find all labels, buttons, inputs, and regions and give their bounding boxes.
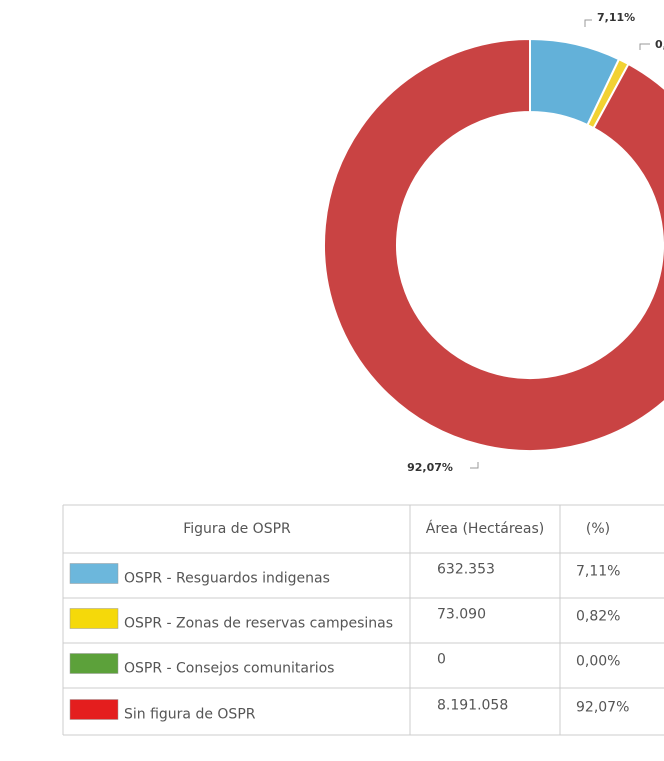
leader-line xyxy=(584,19,592,27)
row-pct: 7,11% xyxy=(576,564,620,580)
row-pct: 92,07% xyxy=(576,700,629,716)
row-pct: 0,00% xyxy=(576,654,620,670)
leader-line xyxy=(470,462,479,469)
header-cell: Figura de OSPR xyxy=(183,521,291,537)
row-pct: 0,82% xyxy=(576,609,620,625)
legend-swatch xyxy=(69,608,119,629)
row-name: OSPR - Consejos comunitarios xyxy=(124,661,334,677)
legend-swatch xyxy=(69,563,119,584)
data-label: 0,82% xyxy=(655,38,664,51)
donut-slice xyxy=(323,37,664,452)
data-label: 7,11% xyxy=(597,11,635,24)
row-area: 632.353 xyxy=(437,562,495,578)
data-label: 92,07% xyxy=(407,461,453,474)
row-name: Sin figura de OSPR xyxy=(124,707,256,723)
row-area: 73.090 xyxy=(437,607,486,623)
table: Figura de OSPR Área (Hectáreas) (%) OSPR - … xyxy=(62,504,664,736)
legend-swatch xyxy=(69,653,119,674)
row-name: OSPR - Resguardos indigenas xyxy=(124,571,330,587)
legend-swatch xyxy=(69,699,119,720)
header-cell: (%) xyxy=(586,521,610,537)
row-area: 0 xyxy=(437,652,446,668)
leader-line xyxy=(639,43,650,50)
donut-chart: 7,11% 0,82% 92,07% xyxy=(323,11,664,474)
row-area: 8.191.058 xyxy=(437,698,508,714)
row-name: OSPR - Zonas de reservas campesinas xyxy=(124,616,393,632)
header-cell: Área (Hectáreas) xyxy=(426,520,544,537)
